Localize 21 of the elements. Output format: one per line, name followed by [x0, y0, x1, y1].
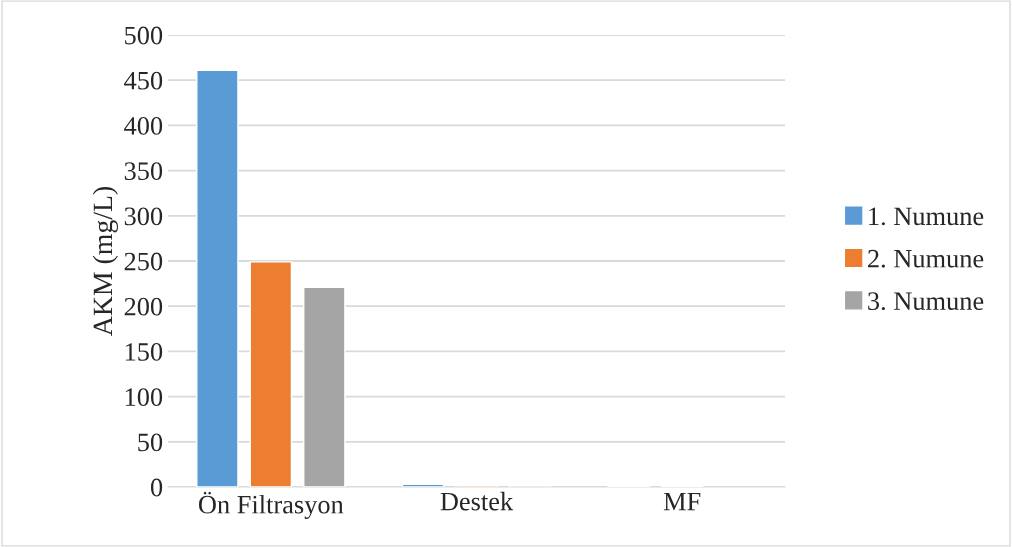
legend-label: 3. Numune: [868, 292, 984, 311]
bar: [196, 69, 239, 487]
y-tick-label: 250: [124, 252, 163, 271]
bar: [303, 286, 346, 487]
bar: [249, 261, 293, 487]
y-tick-label: 200: [124, 297, 163, 316]
y-tick-label: 0: [150, 478, 163, 497]
x-tick-label: Destek: [440, 491, 514, 511]
y-tick-label: 400: [124, 117, 163, 135]
y-axis-title: AKM (mg/L): [92, 187, 118, 336]
y-tick-label: 450: [124, 71, 163, 90]
y-tick-label: 150: [125, 343, 163, 361]
y-tick-label: 100: [125, 388, 163, 407]
legend-label: 1. Numune: [869, 207, 984, 226]
y-tick-label: 300: [124, 207, 163, 226]
x-tick-label: Ön Filtrasyon: [198, 491, 344, 519]
y-tick-label: 350: [124, 162, 163, 181]
y-tick-label: 500: [125, 26, 163, 45]
legend-label: 2. Numune: [868, 249, 984, 268]
x-tick-label: MF: [663, 492, 701, 511]
y-tick-label: 50: [138, 433, 163, 452]
